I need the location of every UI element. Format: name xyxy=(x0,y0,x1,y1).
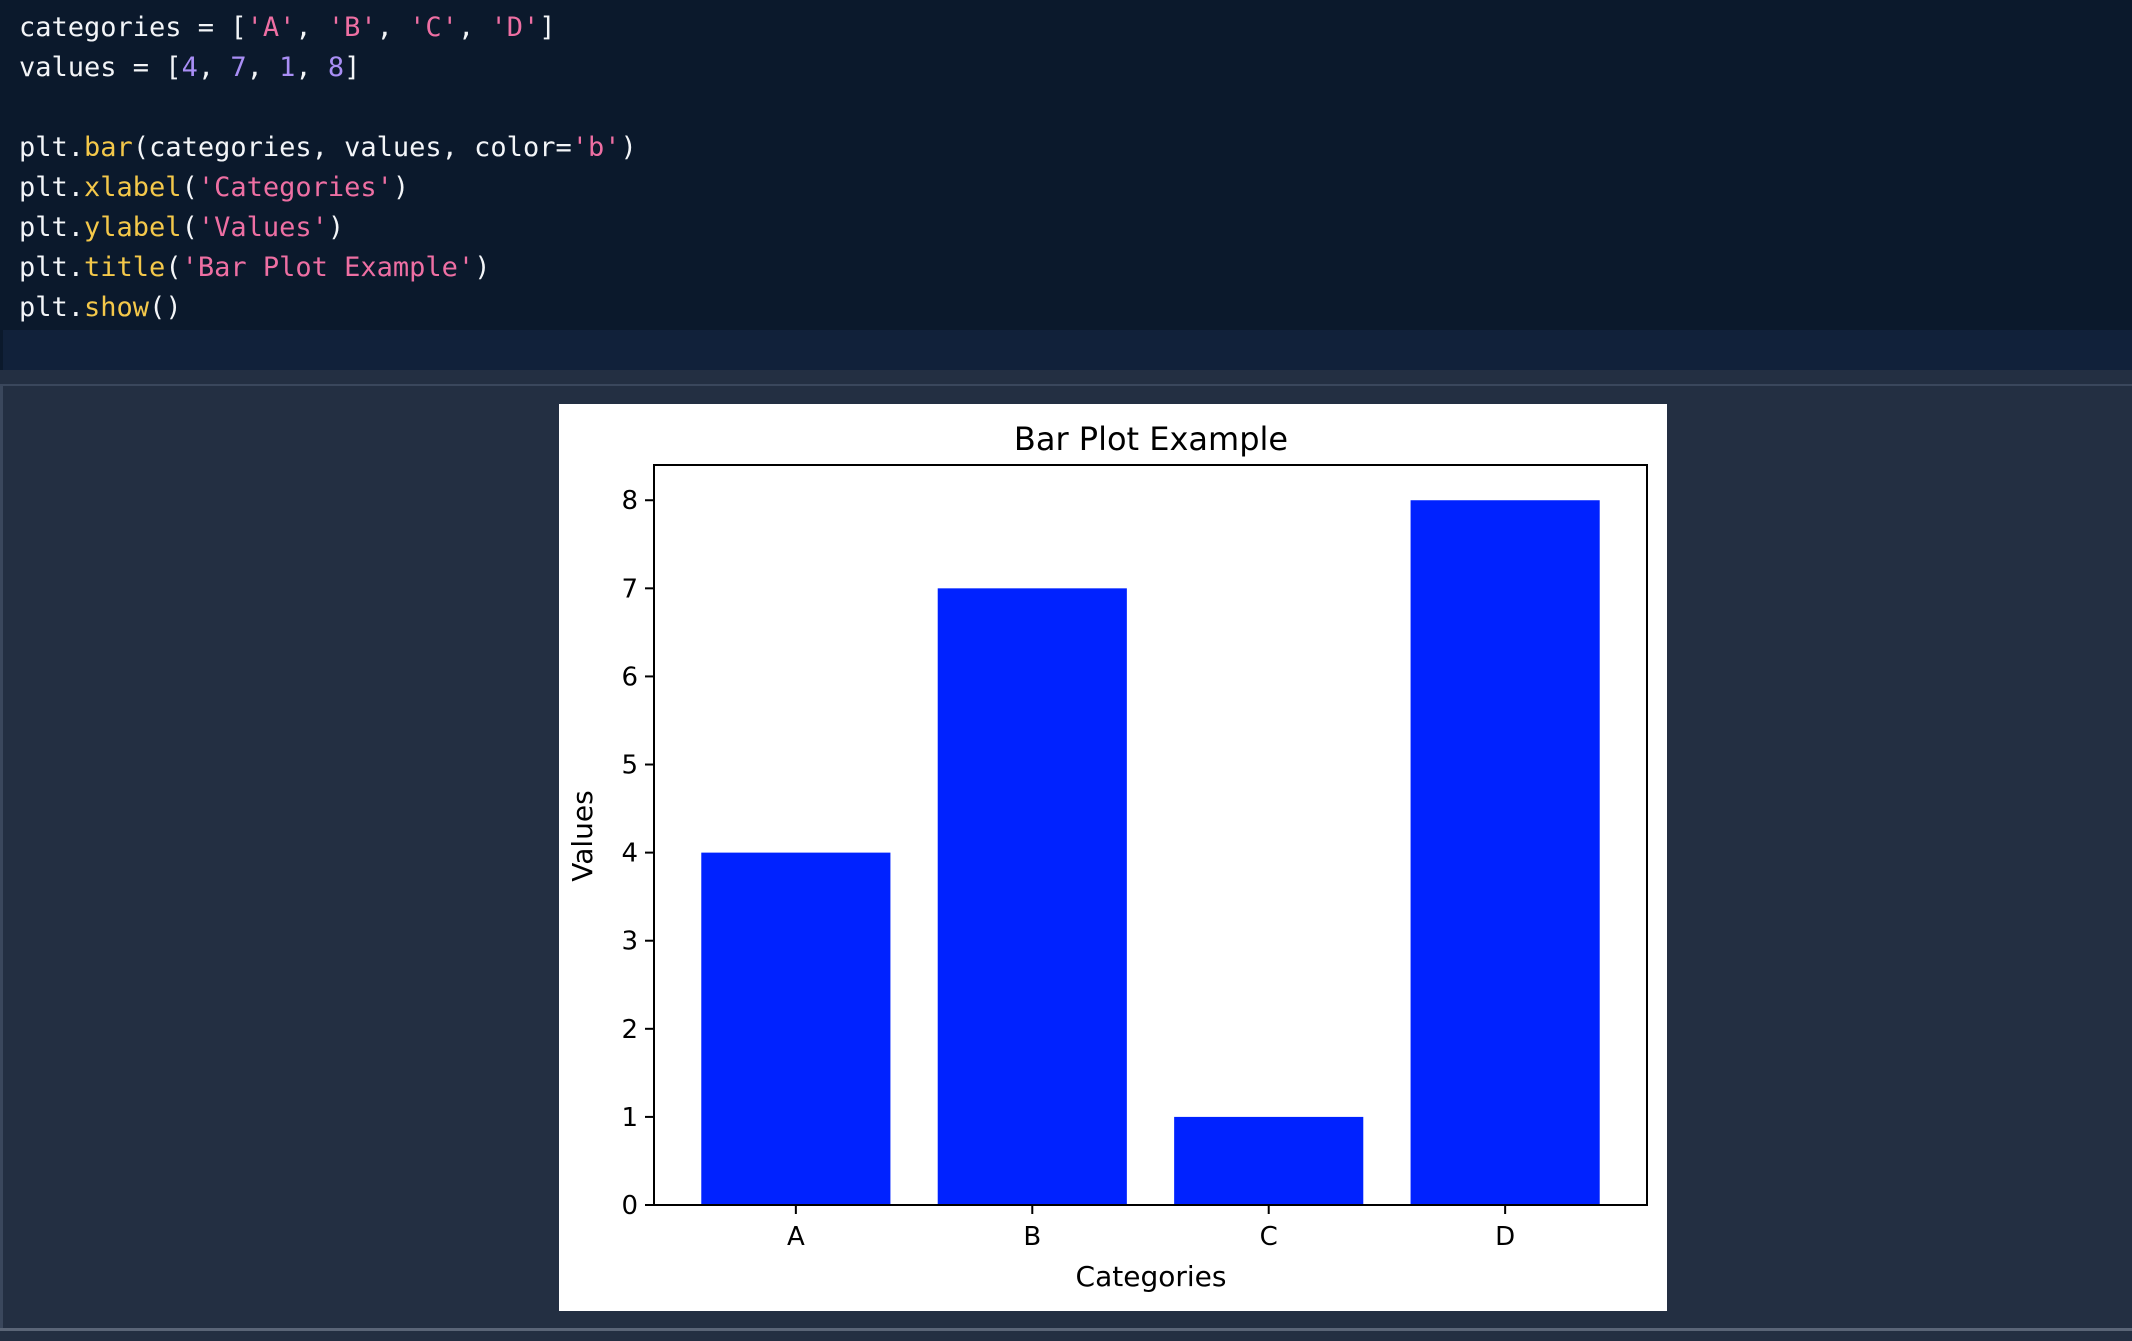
y-tick-label: 7 xyxy=(621,574,638,604)
code-token: 'D' xyxy=(490,12,540,43)
code-token: 'C' xyxy=(409,12,458,43)
code-token: 'Categories' xyxy=(197,172,393,203)
code-token: , xyxy=(376,12,410,43)
code-token: 'A' xyxy=(246,12,296,43)
code-editor[interactable]: categories = ['A', 'B', 'C', 'D'] values … xyxy=(19,8,637,328)
code-token: bar xyxy=(84,132,133,163)
code-token: , xyxy=(295,12,328,43)
code-cell[interactable]: categories = ['A', 'B', 'C', 'D'] values … xyxy=(0,0,2132,370)
output-bottom-border xyxy=(0,1328,2132,1331)
y-tick-label: 2 xyxy=(621,1015,638,1045)
code-line[interactable] xyxy=(19,88,637,128)
y-tick-label: 5 xyxy=(621,751,638,781)
code-token: show xyxy=(84,292,150,323)
code-line[interactable]: plt.xlabel('Categories') xyxy=(19,168,637,208)
y-tick-label: 3 xyxy=(621,927,638,957)
x-tick-label: D xyxy=(1495,1222,1515,1252)
code-token: 7 xyxy=(230,52,247,83)
code-token: plt. xyxy=(19,212,85,243)
code-token: plt. xyxy=(19,132,85,163)
bar-d xyxy=(1410,500,1600,1205)
bar-chart: Bar Plot Example Categories Values 0 1 2 3 4… xyxy=(566,420,1648,1293)
code-token: 'Bar Plot Example' xyxy=(181,252,475,283)
code-token: ] xyxy=(344,52,361,83)
editor-current-line[interactable] xyxy=(3,330,2132,370)
code-token: () xyxy=(149,292,182,323)
plot-figure: Bar Plot Example Categories Values 0 1 2 3 4… xyxy=(559,404,1667,1311)
code-token: title xyxy=(84,252,166,283)
y-tick-label: 4 xyxy=(621,839,638,869)
code-token: , xyxy=(197,52,231,83)
code-token: plt. xyxy=(19,252,85,283)
output-border xyxy=(0,386,3,1331)
code-token: 8 xyxy=(327,52,345,83)
code-token: ) xyxy=(327,212,345,243)
x-tick-label: A xyxy=(787,1222,805,1252)
code-line[interactable]: plt.ylabel('Values') xyxy=(19,208,637,248)
code-line[interactable]: values = [4, 7, 1, 8] xyxy=(19,48,637,88)
chart-title: Bar Plot Example xyxy=(1014,420,1288,458)
y-tick-label: 8 xyxy=(621,486,638,516)
code-line[interactable]: categories = ['A', 'B', 'C', 'D'] xyxy=(19,8,637,48)
code-token: ylabel xyxy=(84,212,182,243)
code-token: 'b' xyxy=(571,132,621,163)
code-token: , xyxy=(295,52,328,83)
x-axis-ticks: A B C D xyxy=(787,1205,1515,1252)
code-token: plt. xyxy=(19,172,85,203)
code-token: 4 xyxy=(181,52,198,83)
bar-c xyxy=(1174,1116,1364,1205)
code-token: (categories, values, color= xyxy=(132,132,572,163)
code-token: ( xyxy=(181,172,198,203)
x-tick-label: B xyxy=(1023,1222,1041,1252)
code-token: ] xyxy=(539,12,556,43)
code-token: 'Values' xyxy=(197,212,328,243)
code-token: , xyxy=(457,12,491,43)
x-axis-label: Categories xyxy=(1076,1260,1227,1293)
code-line[interactable]: plt.bar(categories, values, color='b') xyxy=(19,128,637,168)
code-token: ) xyxy=(392,172,410,203)
code-line[interactable]: plt.title('Bar Plot Example') xyxy=(19,248,637,288)
cell-divider xyxy=(0,384,2132,386)
code-token: ) xyxy=(474,252,491,283)
code-token: ) xyxy=(620,132,637,163)
code-token: ( xyxy=(165,252,182,283)
bars xyxy=(701,500,1600,1205)
code-token: xlabel xyxy=(84,172,182,203)
code-token: plt. xyxy=(19,292,85,323)
x-tick-label: C xyxy=(1260,1222,1278,1252)
y-axis-ticks: 0 1 2 3 4 5 6 7 8 xyxy=(621,486,654,1221)
code-token: , xyxy=(246,52,280,83)
bar-b xyxy=(937,588,1127,1205)
code-line[interactable]: plt.show() xyxy=(19,288,637,328)
bar-a xyxy=(701,852,891,1205)
code-token: ( xyxy=(181,212,198,243)
code-token: 1 xyxy=(279,52,296,83)
code-token: categories = [ xyxy=(19,12,247,43)
y-axis-label: Values xyxy=(566,790,599,881)
code-token: values = [ xyxy=(19,52,182,83)
y-tick-label: 0 xyxy=(621,1191,638,1221)
code-token: 'B' xyxy=(327,12,377,43)
y-tick-label: 1 xyxy=(621,1103,638,1133)
plot-frame xyxy=(653,464,1648,1206)
y-tick-label: 6 xyxy=(621,662,638,692)
